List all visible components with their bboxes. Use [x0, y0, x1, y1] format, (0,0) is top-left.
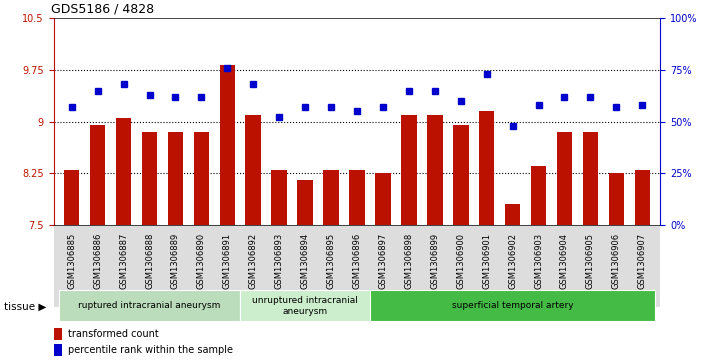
- FancyBboxPatch shape: [370, 290, 655, 321]
- Bar: [635, 170, 650, 225]
- FancyBboxPatch shape: [59, 290, 241, 321]
- FancyBboxPatch shape: [241, 290, 370, 321]
- Text: tissue ▶: tissue ▶: [4, 302, 46, 312]
- Bar: [271, 170, 287, 225]
- Text: superficial temporal artery: superficial temporal artery: [452, 301, 573, 310]
- Bar: [427, 115, 443, 225]
- Bar: [608, 174, 624, 225]
- Bar: [479, 111, 495, 225]
- Bar: [116, 118, 131, 225]
- Bar: [219, 65, 235, 225]
- Bar: [401, 115, 417, 225]
- Text: GDS5186 / 4828: GDS5186 / 4828: [51, 3, 154, 16]
- Text: unruptured intracranial
aneurysm: unruptured intracranial aneurysm: [252, 296, 358, 315]
- Text: percentile rank within the sample: percentile rank within the sample: [68, 345, 233, 355]
- Text: ruptured intracranial aneurysm: ruptured intracranial aneurysm: [79, 301, 221, 310]
- Bar: [557, 132, 572, 225]
- Bar: [583, 132, 598, 225]
- Bar: [168, 132, 183, 225]
- Bar: [323, 170, 339, 225]
- Bar: [505, 204, 521, 225]
- Bar: [246, 115, 261, 225]
- Bar: [453, 125, 468, 225]
- Bar: [297, 180, 313, 225]
- Bar: [349, 170, 365, 225]
- Text: transformed count: transformed count: [68, 329, 159, 339]
- Bar: [142, 132, 157, 225]
- Bar: [531, 167, 546, 225]
- Bar: [375, 174, 391, 225]
- Bar: [90, 125, 106, 225]
- Bar: [64, 170, 79, 225]
- Bar: [193, 132, 209, 225]
